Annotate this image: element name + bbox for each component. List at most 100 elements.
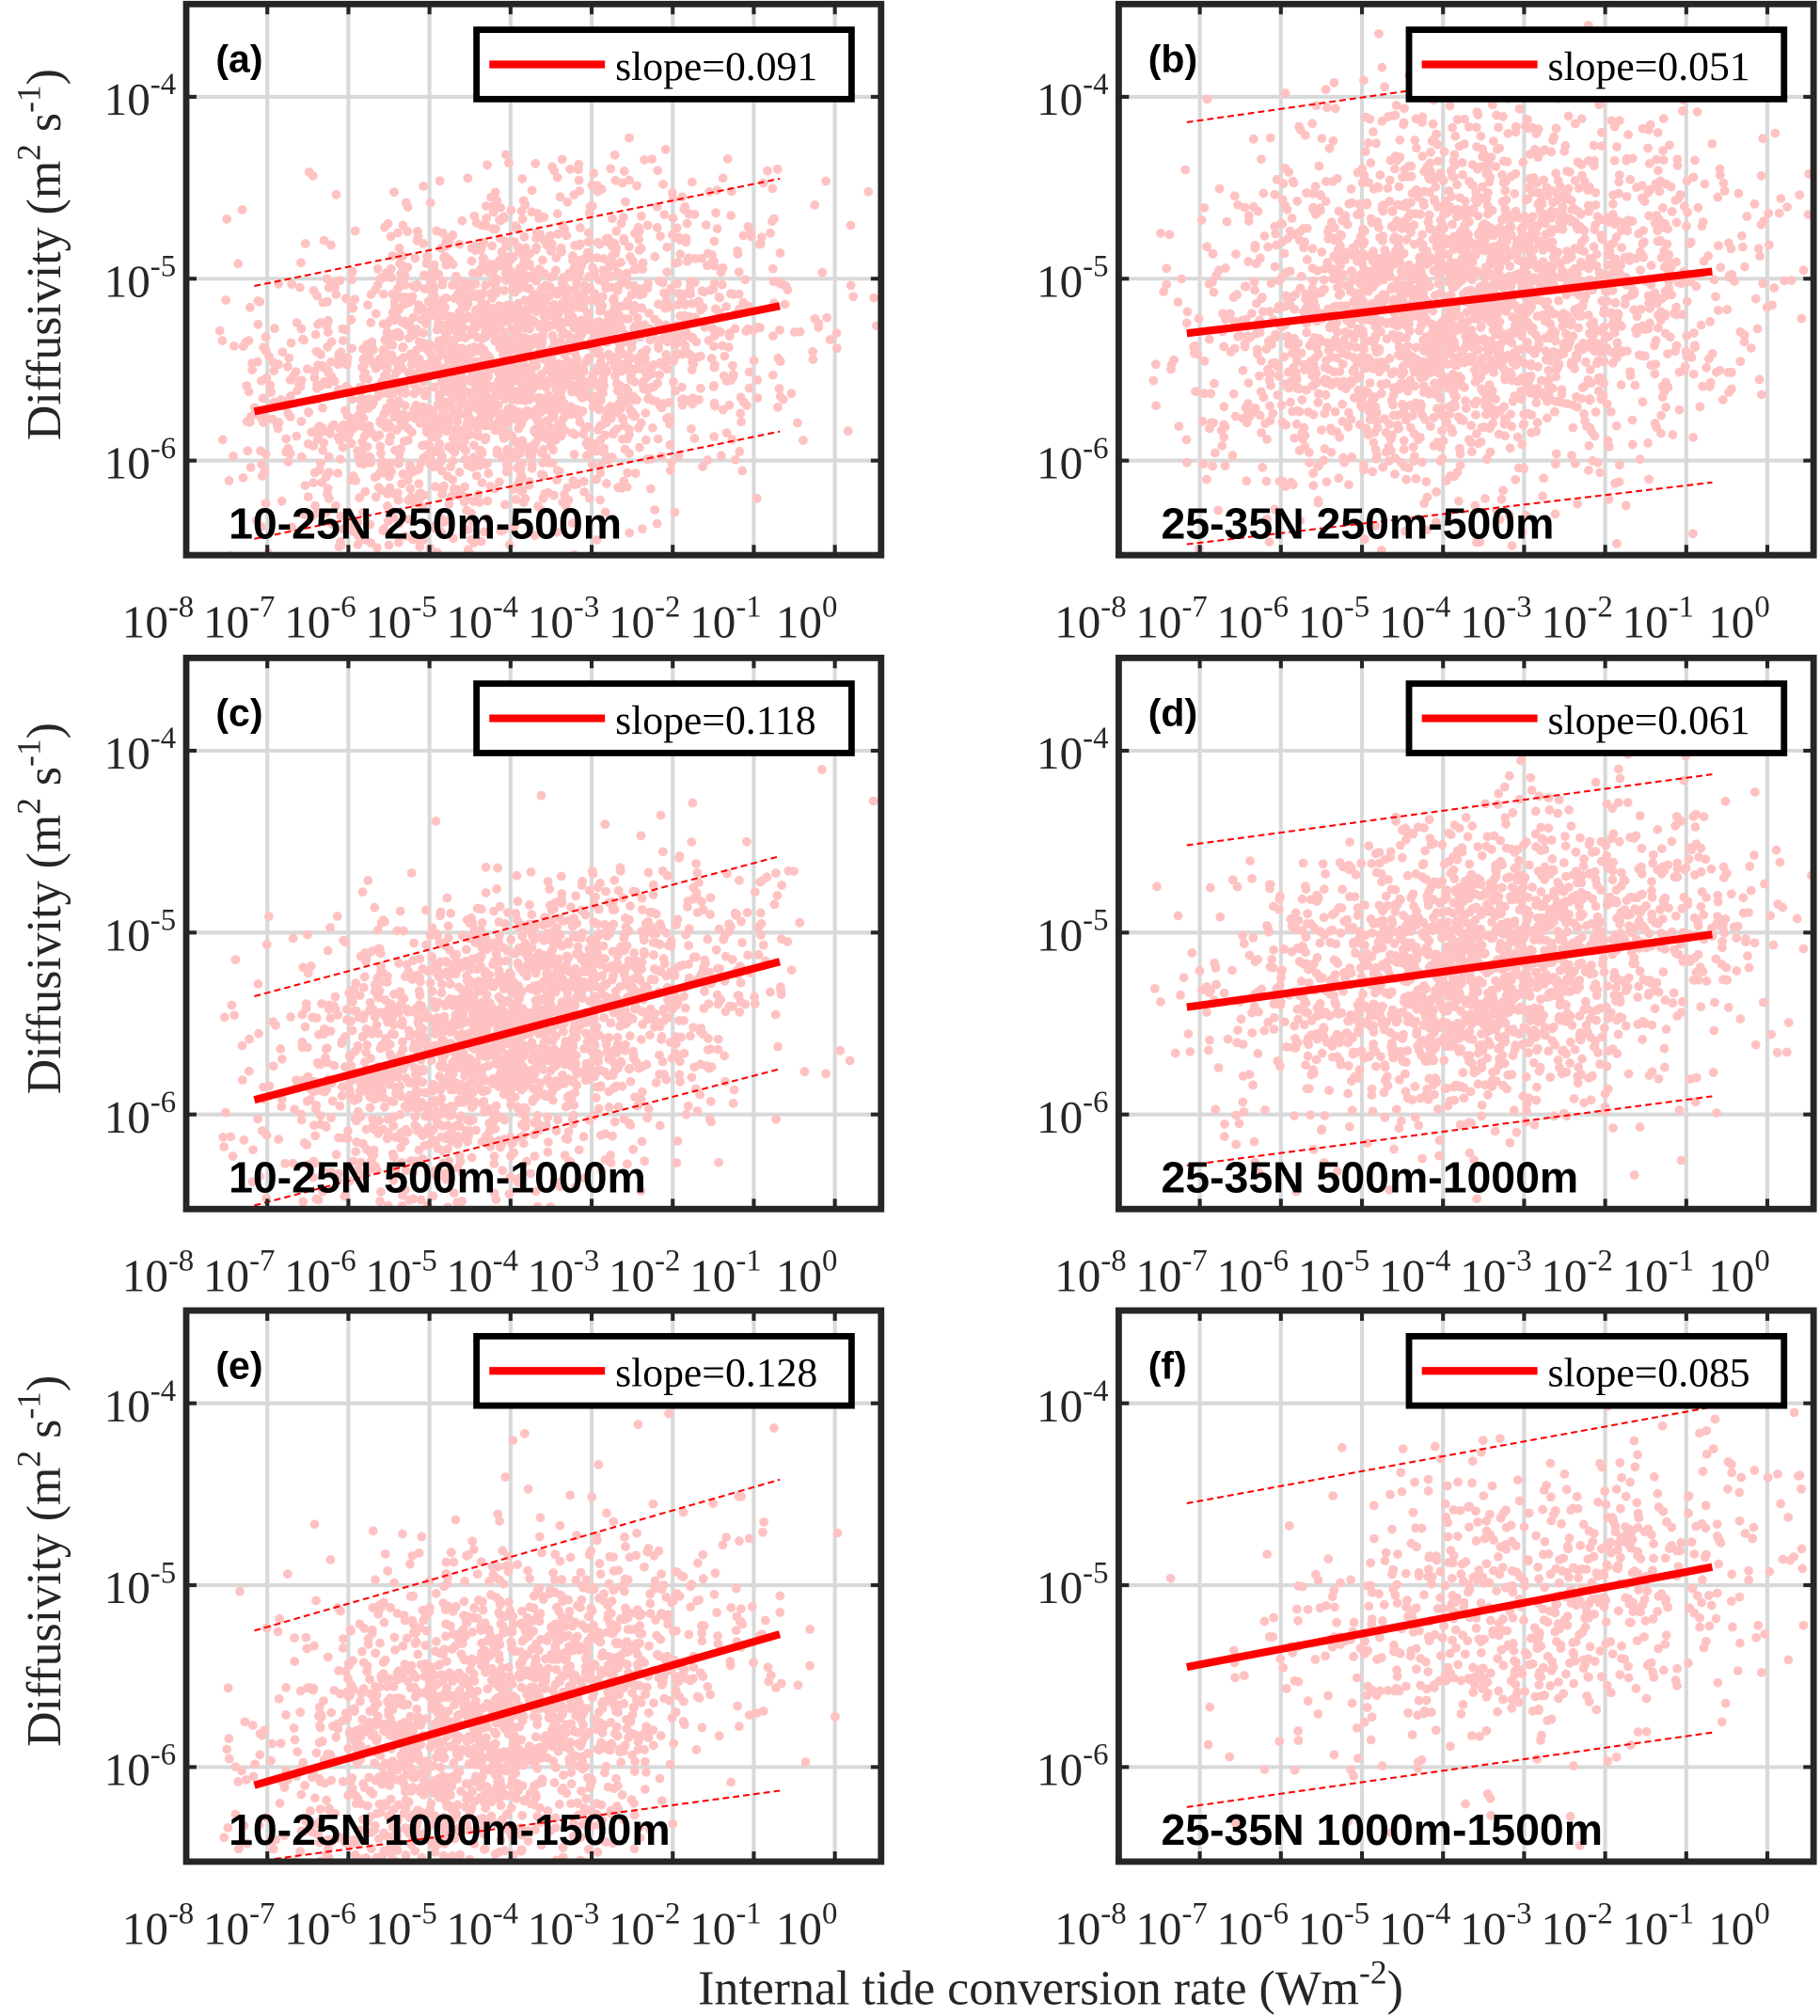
scatter-point	[1679, 365, 1689, 375]
scatter-point	[1701, 362, 1712, 373]
scatter-point	[448, 230, 458, 240]
scatter-point	[1638, 252, 1649, 262]
scatter-point	[347, 521, 357, 532]
scatter-point	[485, 410, 496, 421]
scatter-point	[637, 303, 647, 313]
scatter-point	[389, 187, 399, 198]
scatter-point	[628, 256, 638, 266]
scatter-point	[583, 228, 593, 238]
scatter-point	[1717, 394, 1728, 405]
scatter-point	[1795, 190, 1805, 200]
scatter-point	[256, 522, 266, 532]
scatter-point	[1611, 421, 1622, 431]
scatter-point	[1484, 380, 1495, 389]
scatter-point	[1256, 356, 1266, 366]
scatter-point	[1464, 121, 1474, 132]
x-tick-label: 10-1	[689, 591, 761, 648]
scatter-point	[298, 334, 308, 344]
scatter-point	[1265, 133, 1275, 143]
scatter-point	[599, 448, 609, 458]
scatter-point	[1295, 516, 1306, 526]
scatter-point	[1337, 417, 1348, 426]
scatter-point	[1512, 236, 1522, 246]
scatter-point	[618, 213, 628, 222]
x-tick-label: 10-5	[365, 591, 436, 648]
scatter-point	[1210, 378, 1219, 389]
scatter-point	[1548, 252, 1559, 262]
scatter-point	[720, 351, 730, 361]
fit-lines	[253, 177, 781, 540]
scatter-point	[675, 249, 686, 260]
scatter-point	[1229, 191, 1240, 201]
scatter-point	[454, 468, 465, 477]
scatter-point	[490, 484, 499, 494]
scatter-point	[1181, 435, 1192, 445]
scatter-point	[1595, 468, 1605, 478]
scatter-point	[510, 413, 520, 423]
scatter-point	[1591, 358, 1602, 369]
scatter-point	[652, 201, 662, 212]
scatter-point	[1543, 391, 1554, 401]
scatter-point	[498, 377, 508, 388]
legend-box	[473, 26, 855, 103]
scatter-point	[1722, 305, 1733, 314]
scatter-point	[1326, 426, 1337, 436]
scatter-point	[653, 166, 663, 176]
scatter-point	[507, 304, 517, 314]
scatter-point	[1671, 217, 1682, 228]
scatter-point	[1226, 347, 1236, 357]
scatter-point	[486, 192, 496, 202]
scatter-point	[325, 357, 336, 367]
scatter-point	[1535, 198, 1545, 207]
scatter-point	[1353, 385, 1364, 395]
scatter-point	[514, 298, 523, 309]
scatter-point	[457, 215, 467, 226]
scatter-point	[1432, 404, 1442, 414]
scatter-point	[1498, 485, 1509, 496]
scatter-point	[479, 527, 489, 537]
scatter-point	[557, 394, 567, 405]
scatter-point	[600, 430, 610, 440]
scatter-point	[516, 486, 527, 497]
scatter-point	[363, 300, 372, 310]
scatter-point	[421, 259, 432, 269]
scatter-point	[539, 268, 549, 278]
scatter-point	[1406, 208, 1416, 218]
scatter-point	[217, 336, 228, 346]
scatter-point	[1285, 266, 1295, 277]
scatter-point	[552, 527, 562, 537]
scatter-point	[662, 267, 673, 278]
scatter-point	[603, 455, 613, 466]
scatter-point	[1305, 457, 1314, 468]
scatter-point	[1461, 204, 1471, 214]
scatter-point	[1410, 135, 1420, 145]
scatter-point	[575, 223, 585, 233]
scatter-point	[1663, 286, 1673, 296]
scatter-point	[259, 418, 268, 427]
scatter-point	[372, 471, 382, 482]
scatter-point	[463, 173, 473, 183]
scatter-point	[1304, 406, 1313, 417]
scatter-point	[744, 383, 754, 393]
scatter-point	[480, 435, 490, 445]
scatter-point	[1418, 272, 1428, 282]
scatter-point	[1361, 363, 1370, 373]
scatter-point	[435, 438, 445, 449]
scatter-point	[567, 518, 578, 529]
scatter-point	[511, 494, 521, 504]
scatter-point	[1238, 365, 1248, 375]
scatter-point	[1449, 150, 1460, 160]
scatter-point	[397, 363, 407, 373]
scatter-point	[1311, 101, 1321, 111]
scatter-point	[1418, 197, 1429, 207]
scatter-point	[1385, 419, 1394, 429]
scatter-point	[491, 335, 501, 345]
scatter-point	[386, 231, 396, 242]
scatter-point	[459, 497, 469, 507]
scatter-point	[650, 252, 660, 262]
scatter-point	[373, 483, 384, 492]
scatter-point	[1506, 409, 1515, 420]
scatter-point	[1286, 477, 1296, 487]
scatter-point	[1541, 346, 1551, 356]
scatter-point	[728, 360, 737, 371]
